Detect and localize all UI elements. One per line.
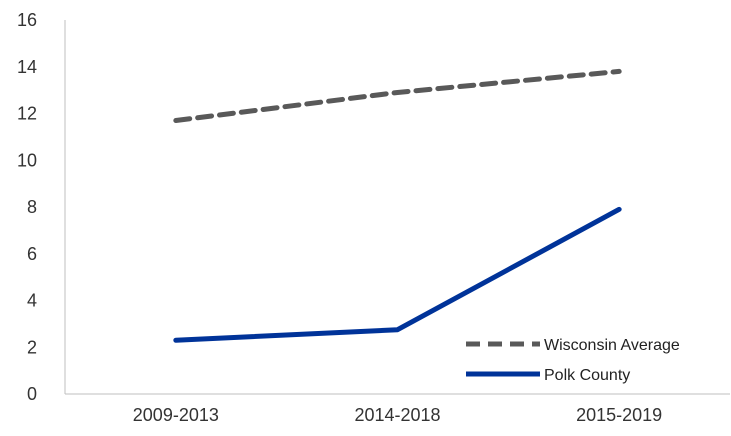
legend-item-wisconsin-average: Wisconsin Average [466,337,680,354]
x-tick-label: 2015-2019 [576,405,662,425]
x-axis-ticks: 2009-2013 2014-2018 2015-2019 [133,405,662,425]
legend: Wisconsin Average Polk County [466,337,680,384]
y-tick-label: 0 [27,384,37,404]
legend-label-wisconsin-average: Wisconsin Average [544,337,680,354]
y-tick-label: 12 [17,104,37,124]
y-tick-label: 6 [27,244,37,264]
y-tick-label: 2 [27,337,37,357]
y-tick-label: 8 [27,197,37,217]
legend-label-polk-county: Polk County [544,367,630,384]
y-tick-label: 10 [17,150,37,170]
x-tick-label: 2014-2018 [354,405,440,425]
y-tick-label: 14 [17,57,37,77]
y-axis-ticks: 0 2 4 6 8 10 12 14 16 [17,10,37,404]
series-lines [173,68,622,343]
y-tick-label: 4 [27,291,37,311]
x-tick-label: 2009-2013 [133,405,219,425]
legend-item-polk-county: Polk County [466,367,630,384]
series-line-polk-county [173,206,622,343]
y-tick-label: 16 [17,10,37,30]
series-line-wisconsin-average [173,68,622,124]
